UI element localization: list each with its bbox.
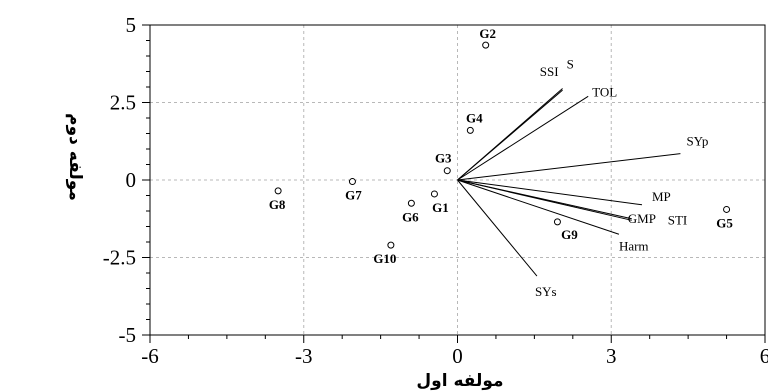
- data-point: [482, 41, 490, 49]
- point-label: G10: [373, 251, 396, 266]
- data-point: [443, 167, 451, 175]
- point-label: G8: [269, 197, 286, 212]
- y-axis-title: مولفه دوم: [65, 113, 85, 201]
- vector-line: [457, 179, 632, 221]
- vector-label: GMP: [628, 211, 656, 226]
- y-tick-label: 2.5: [110, 91, 136, 115]
- y-tick-label: 5: [126, 13, 137, 37]
- vector-line: [457, 179, 538, 277]
- y-tick-label: 0: [126, 168, 137, 192]
- vector-line: [457, 153, 681, 181]
- point-label: G2: [479, 26, 496, 41]
- x-tick-label: 3: [606, 344, 617, 368]
- data-point: [407, 199, 415, 207]
- vector-label: MP: [652, 189, 671, 204]
- vector-line: [457, 179, 643, 206]
- vector-line: [457, 89, 563, 181]
- vector-line: [457, 95, 589, 181]
- vector-label: TOL: [592, 84, 617, 99]
- x-tick-label: 0: [452, 344, 463, 368]
- data-point: [553, 218, 561, 226]
- axis-ticks: [142, 24, 766, 343]
- vector-label: S: [567, 57, 574, 72]
- trait-vectors: S SSI TOL SYp MP GMP STI Harm SYs: [457, 57, 708, 299]
- x-tick-label: -3: [295, 344, 313, 368]
- data-point: [723, 205, 731, 213]
- x-axis-title: مولفه اول: [416, 371, 503, 391]
- vector-label: SYp: [686, 134, 708, 149]
- y-tick-label: -2.5: [103, 246, 136, 270]
- point-label: G9: [561, 227, 578, 242]
- point-label: G7: [345, 188, 362, 203]
- vector-label: SYs: [535, 284, 557, 299]
- data-point: [430, 190, 438, 198]
- genotype-points: G1 G2 G3 G4 G5 G6 G7 G8 G9 G10: [269, 26, 734, 266]
- tick-labels: -6 -3 0 3 6 -5 -2.5 0 2.5 5: [103, 13, 768, 368]
- point-label: G4: [466, 110, 483, 125]
- data-point: [387, 241, 395, 249]
- point-label: G3: [435, 151, 452, 166]
- data-point: [466, 126, 474, 134]
- y-tick-label: -5: [119, 323, 137, 347]
- data-point: [274, 187, 282, 195]
- x-tick-label: 6: [760, 344, 768, 368]
- point-label: G6: [402, 209, 419, 224]
- vector-line: [457, 179, 620, 235]
- vector-label: Harm: [619, 238, 649, 253]
- vector-label: STI: [668, 212, 688, 227]
- x-tick-label: -6: [141, 344, 159, 368]
- data-point: [348, 178, 356, 186]
- point-label: G1: [432, 200, 449, 215]
- point-label: G5: [716, 215, 733, 230]
- vector-label: SSI: [540, 64, 559, 79]
